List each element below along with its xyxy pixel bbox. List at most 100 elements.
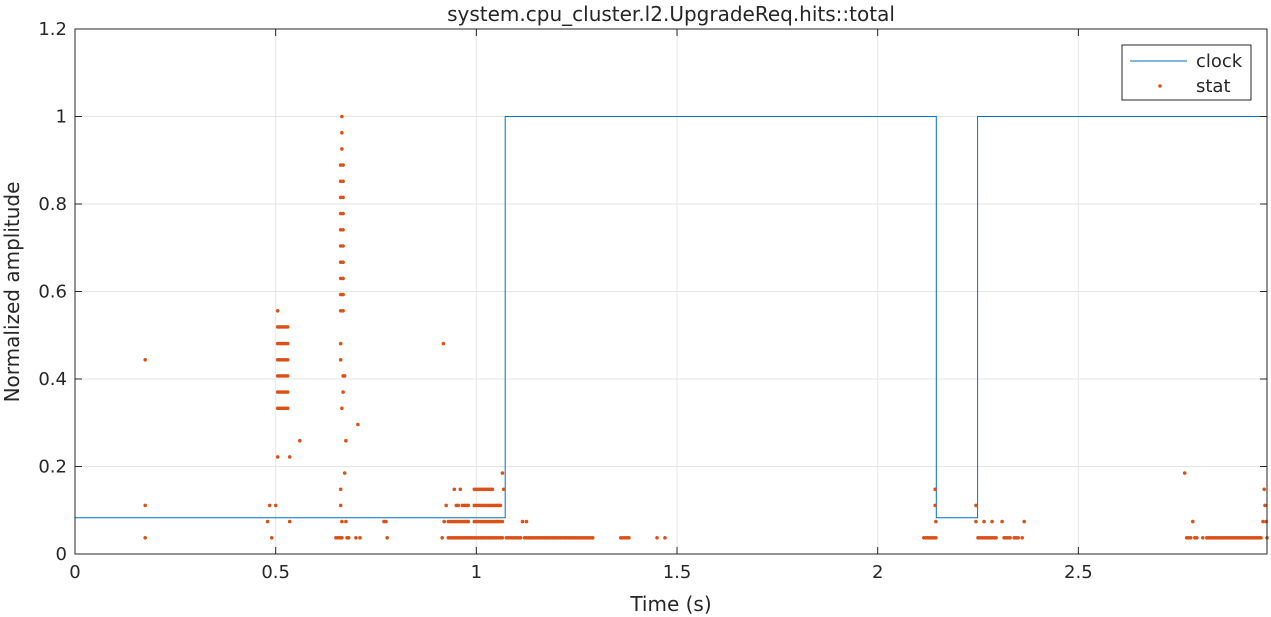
stat-point bbox=[338, 487, 343, 492]
stat-point bbox=[338, 358, 343, 362]
stat-point bbox=[340, 147, 344, 151]
stat-point bbox=[275, 455, 280, 459]
stat-point bbox=[974, 503, 978, 508]
y-tick-label: 0.6 bbox=[38, 282, 67, 303]
stat-point bbox=[341, 244, 345, 248]
stat-point bbox=[452, 487, 457, 492]
stat-point bbox=[267, 503, 272, 508]
stat-point bbox=[1182, 471, 1187, 475]
stat-point bbox=[285, 325, 290, 329]
stat-point bbox=[1263, 503, 1267, 508]
stat-point bbox=[298, 438, 302, 443]
stat-point bbox=[143, 536, 147, 540]
stat-point bbox=[518, 536, 523, 540]
x-tick-label: 2 bbox=[872, 562, 883, 583]
stat-point bbox=[1188, 536, 1193, 540]
stat-point bbox=[456, 503, 461, 508]
stat-point bbox=[385, 536, 390, 540]
stat-point bbox=[287, 455, 292, 459]
stat-point bbox=[143, 358, 147, 362]
y-tick-label: 1 bbox=[56, 107, 67, 128]
stat-point bbox=[500, 536, 505, 540]
stat-point bbox=[338, 503, 343, 508]
stat-point bbox=[341, 228, 345, 232]
stat-point bbox=[341, 309, 345, 313]
stat-point bbox=[1020, 536, 1024, 540]
stat-point bbox=[341, 260, 345, 265]
stat-point bbox=[287, 519, 292, 524]
stat-point bbox=[1022, 519, 1026, 524]
stat-point bbox=[524, 519, 529, 524]
y-tick-label: 0.8 bbox=[38, 194, 67, 215]
stat-point bbox=[498, 503, 503, 508]
stat-point bbox=[1016, 536, 1020, 540]
y-tick-label: 0.4 bbox=[38, 369, 67, 390]
stat-point bbox=[358, 536, 362, 540]
stat-point bbox=[590, 536, 595, 540]
y-axis-label: Normalized amplitude bbox=[0, 182, 24, 403]
stat-point bbox=[501, 487, 506, 492]
x-tick-label: 0 bbox=[69, 562, 80, 583]
legend: clock stat bbox=[1121, 44, 1252, 101]
stat-point bbox=[994, 536, 998, 540]
stat-point bbox=[342, 471, 347, 475]
stat-point bbox=[338, 341, 343, 346]
stat-point bbox=[341, 179, 345, 184]
stat-point bbox=[442, 519, 447, 524]
stat-point bbox=[500, 471, 505, 475]
x-tick-label: 0.5 bbox=[261, 562, 290, 583]
stat-point bbox=[990, 519, 994, 524]
stat-point bbox=[982, 519, 986, 524]
stat-point bbox=[466, 503, 471, 508]
stat-point bbox=[341, 195, 345, 200]
legend-clock-label: clock bbox=[1196, 51, 1243, 72]
stat-point bbox=[441, 341, 446, 346]
stat-point bbox=[458, 487, 463, 492]
stat-point bbox=[1195, 536, 1199, 540]
legend-stat-label: stat bbox=[1196, 76, 1231, 97]
clock-series bbox=[75, 116, 1267, 519]
stat-point bbox=[933, 503, 937, 508]
stat-point bbox=[344, 438, 348, 443]
stat-point bbox=[384, 519, 388, 524]
stat-point bbox=[974, 519, 978, 524]
stat-point bbox=[627, 536, 631, 540]
stat-point bbox=[1262, 487, 1266, 492]
stat-point bbox=[444, 503, 449, 508]
stat-point bbox=[342, 374, 347, 378]
stat-point bbox=[340, 406, 344, 411]
stat-point bbox=[354, 536, 358, 540]
legend-box bbox=[1121, 44, 1252, 101]
stat-point bbox=[341, 292, 345, 297]
stat-point bbox=[340, 519, 344, 524]
stat-point bbox=[341, 276, 345, 281]
stat-point bbox=[341, 390, 345, 394]
stat-point bbox=[340, 114, 344, 119]
x-tick-label: 2.5 bbox=[1064, 562, 1093, 583]
stat-point bbox=[1261, 519, 1265, 524]
stat-point bbox=[340, 536, 344, 540]
y-tick-label: 0 bbox=[56, 544, 67, 565]
stat-point bbox=[341, 163, 345, 167]
stat-point bbox=[1000, 519, 1004, 524]
stat-point bbox=[1201, 536, 1205, 540]
stat-point bbox=[655, 536, 659, 540]
stat-point bbox=[490, 487, 495, 492]
stat-point bbox=[440, 536, 445, 540]
stat-point bbox=[143, 503, 147, 508]
stat-point bbox=[1191, 519, 1195, 524]
clock-line bbox=[75, 116, 1267, 519]
stat-point bbox=[933, 487, 937, 492]
stat-point bbox=[340, 130, 344, 135]
y-tick-label: 1.2 bbox=[38, 19, 67, 40]
stat-point bbox=[500, 519, 505, 524]
stat-point bbox=[934, 519, 938, 524]
stat-point bbox=[285, 341, 290, 346]
stat-point bbox=[341, 211, 345, 216]
stat-point bbox=[285, 358, 290, 362]
stat-point bbox=[265, 519, 270, 524]
stat-point bbox=[269, 536, 274, 540]
stat-point bbox=[285, 390, 290, 394]
legend-stat-swatch bbox=[1158, 84, 1162, 88]
